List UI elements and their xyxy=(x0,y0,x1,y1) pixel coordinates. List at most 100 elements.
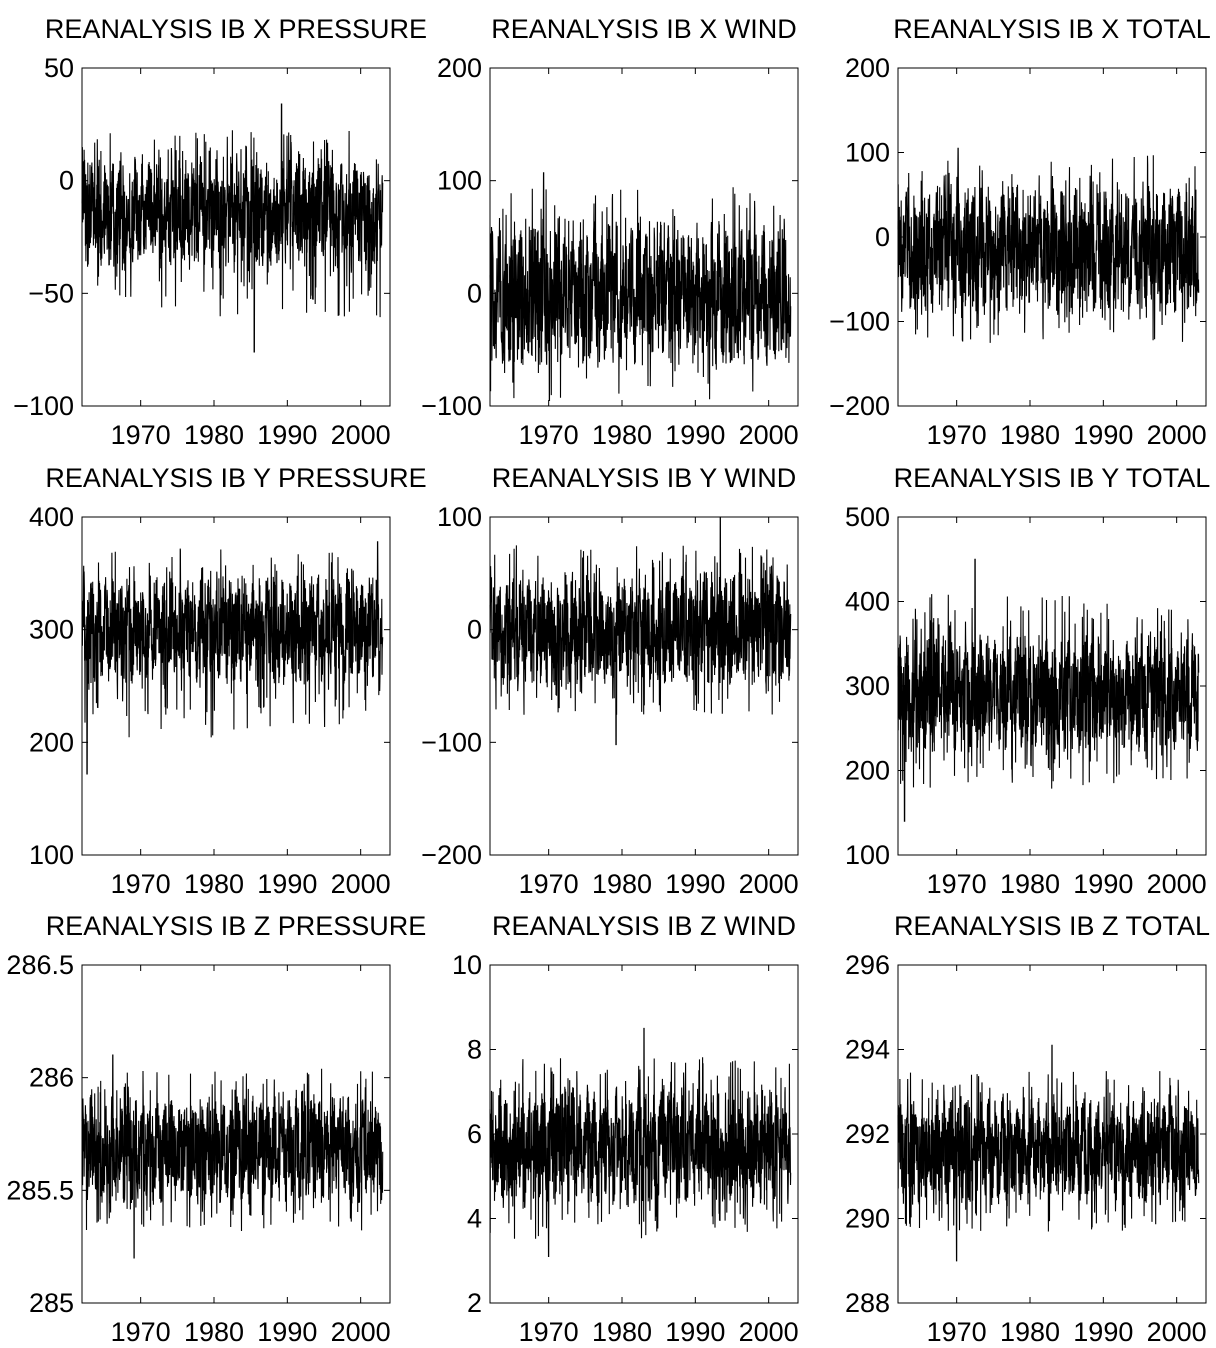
x-tick-label: 1970 xyxy=(519,869,579,899)
chart-title: REANALYSIS IB Y PRESSURE xyxy=(45,463,426,493)
y-tick-label: 8 xyxy=(467,1035,482,1065)
y-tick-label: 286.5 xyxy=(6,950,74,980)
y-tick-label: 2 xyxy=(467,1288,482,1318)
y-tick-label: 285 xyxy=(29,1288,74,1318)
series-line xyxy=(81,1054,384,1259)
y-tick-label: 0 xyxy=(467,278,482,308)
y-tick-label: −50 xyxy=(28,278,74,308)
y-tick-label: 292 xyxy=(845,1119,890,1149)
chart-title: REANALYSIS IB Y TOTAL xyxy=(894,463,1211,493)
chart-title: REANALYSIS IB Z TOTAL xyxy=(894,911,1210,941)
x-tick-label: 1990 xyxy=(665,869,725,899)
y-tick-label: 296 xyxy=(845,950,890,980)
y-tick-label: −200 xyxy=(421,840,482,870)
y-tick-label: −100 xyxy=(421,727,482,757)
y-tick-label: −200 xyxy=(829,391,890,421)
x-tick-label: 2000 xyxy=(739,869,799,899)
x-tick-label: 1970 xyxy=(927,1317,987,1347)
x-tick-label: 1990 xyxy=(257,869,317,899)
y-tick-label: 400 xyxy=(29,502,74,532)
x-tick-label: 1970 xyxy=(927,869,987,899)
y-tick-label: 50 xyxy=(44,53,74,83)
chart-title: REANALYSIS IB Y WIND xyxy=(492,463,797,493)
x-tick-label: 1970 xyxy=(111,420,171,450)
y-tick-label: 100 xyxy=(29,840,74,870)
y-tick-label: 285.5 xyxy=(6,1175,74,1205)
y-tick-label: −100 xyxy=(829,307,890,337)
chart-panel-1: REANALYSIS IB X PRESSURE 1970 1980 1990 2000… xyxy=(13,14,427,450)
y-tick-label: 100 xyxy=(845,840,890,870)
x-tick-label: 1980 xyxy=(184,869,244,899)
axes-frame xyxy=(81,516,391,856)
y-tick-label: −100 xyxy=(13,391,74,421)
y-tick-label: 500 xyxy=(845,502,890,532)
y-tick-label: 4 xyxy=(467,1204,482,1234)
chart-panel-5: REANALYSIS IB Y WIND 1970 1980 1990 2000 −200… xyxy=(421,463,799,899)
y-tick-label: 6 xyxy=(467,1119,482,1149)
y-tick-label: 300 xyxy=(29,615,74,645)
axes-frame xyxy=(489,67,799,407)
x-tick-label: 1970 xyxy=(519,420,579,450)
x-tick-label: 2000 xyxy=(331,869,391,899)
chart-panel-7: REANALYSIS IB Z PRESSURE 1970 1980 1990 2000… xyxy=(6,911,426,1347)
y-tick-label: 10 xyxy=(452,950,482,980)
chart-title: REANALYSIS IB Z PRESSURE xyxy=(46,911,427,941)
chart-panel-6: REANALYSIS IB Y TOTAL 1970 1980 1990 2000 100… xyxy=(845,463,1210,899)
x-tick-label: 1990 xyxy=(1073,869,1133,899)
x-tick-label: 2000 xyxy=(1147,1317,1207,1347)
y-tick-label: 300 xyxy=(845,671,890,701)
x-tick-label: 2000 xyxy=(1147,420,1207,450)
y-tick-label: 200 xyxy=(845,756,890,786)
y-tick-label: 286 xyxy=(29,1063,74,1093)
x-tick-label: 1970 xyxy=(111,1317,171,1347)
x-tick-label: 1990 xyxy=(257,1317,317,1347)
chart-panel-8: REANALYSIS IB Z WIND 1970 1980 1990 2000 2 4 6 8… xyxy=(452,911,799,1347)
y-tick-label: 100 xyxy=(437,166,482,196)
series-line xyxy=(897,147,1200,343)
chart-title: REANALYSIS IB X TOTAL xyxy=(893,14,1211,44)
x-tick-label: 2000 xyxy=(1147,869,1207,899)
y-tick-label: −100 xyxy=(421,391,482,421)
x-tick-label: 1990 xyxy=(1073,1317,1133,1347)
x-tick-label: 2000 xyxy=(739,420,799,450)
y-tick-label: 200 xyxy=(437,53,482,83)
chart-title: REANALYSIS IB Z WIND xyxy=(492,911,796,941)
y-tick-label: 294 xyxy=(845,1035,890,1065)
x-tick-label: 1980 xyxy=(184,1317,244,1347)
y-tick-label: 0 xyxy=(875,222,890,252)
x-tick-label: 1990 xyxy=(665,420,725,450)
series-line xyxy=(489,172,792,401)
chart-panel-9: REANALYSIS IB Z TOTAL 1970 1980 1990 2000 288… xyxy=(845,911,1210,1347)
y-tick-label: 200 xyxy=(29,727,74,757)
series-line xyxy=(81,541,384,775)
chart-panel-4: REANALYSIS IB Y PRESSURE 1970 1980 1990 2000… xyxy=(29,463,427,899)
chart-title: REANALYSIS IB X PRESSURE xyxy=(45,14,427,44)
x-tick-label: 1970 xyxy=(927,420,987,450)
x-tick-label: 1990 xyxy=(257,420,317,450)
x-tick-label: 1980 xyxy=(592,420,652,450)
y-tick-label: 0 xyxy=(467,615,482,645)
series-line xyxy=(81,103,384,353)
y-tick-label: 290 xyxy=(845,1204,890,1234)
series-line xyxy=(489,1027,792,1258)
chart-title: REANALYSIS IB X WIND xyxy=(491,14,797,44)
x-tick-label: 1990 xyxy=(665,1317,725,1347)
x-tick-label: 1980 xyxy=(1000,1317,1060,1347)
axes-frame xyxy=(81,964,391,1304)
y-tick-label: 288 xyxy=(845,1288,890,1318)
axes-frame xyxy=(81,67,391,407)
axes-frame xyxy=(489,516,799,856)
y-tick-label: 200 xyxy=(845,53,890,83)
y-tick-label: 100 xyxy=(845,138,890,168)
x-tick-label: 1970 xyxy=(519,1317,579,1347)
y-tick-label: 400 xyxy=(845,587,890,617)
x-tick-label: 1980 xyxy=(1000,869,1060,899)
x-tick-label: 2000 xyxy=(331,1317,391,1347)
y-tick-label: 0 xyxy=(59,166,74,196)
series-line xyxy=(489,516,792,746)
x-tick-label: 1980 xyxy=(592,1317,652,1347)
x-tick-label: 2000 xyxy=(331,420,391,450)
x-tick-label: 2000 xyxy=(739,1317,799,1347)
